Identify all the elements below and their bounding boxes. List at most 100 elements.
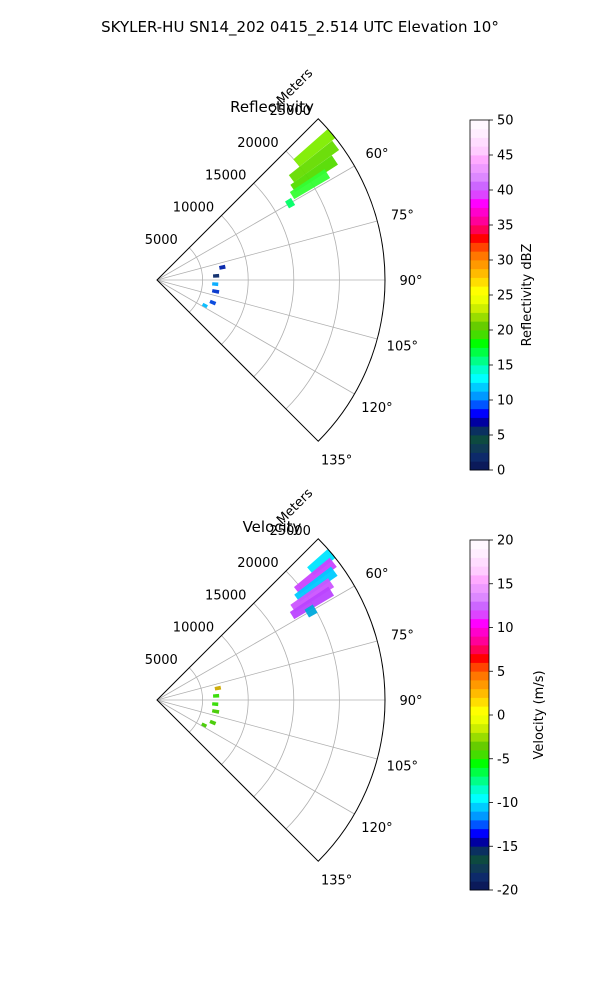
colorbar-swatch xyxy=(470,268,489,278)
range-tick-label: 25000 xyxy=(270,524,311,539)
colorbar-swatch xyxy=(470,172,489,182)
colorbar-swatch xyxy=(470,190,489,200)
colorbar-swatch xyxy=(470,793,489,803)
colorbar-swatch xyxy=(470,680,489,690)
angle-tick-label: 75° xyxy=(391,628,414,643)
colorbar-swatch xyxy=(470,365,489,375)
colorbar-swatch xyxy=(470,706,489,716)
echo-gate xyxy=(289,586,335,620)
colorbar-swatch xyxy=(470,163,489,173)
colorbar-swatch xyxy=(470,583,489,593)
echo-gate xyxy=(211,289,220,294)
colorbar-swatch xyxy=(470,155,489,165)
colorbar-tick-label: 15 xyxy=(497,577,514,592)
colorbar-swatch xyxy=(470,645,489,655)
azimuth-gridline xyxy=(156,279,378,340)
reflectivity-polar-plot: 60° 75° 90° 105° 120° 135° 5000 10000 15000 20000… xyxy=(145,66,423,469)
colorbar-swatch xyxy=(470,443,489,453)
colorbar-tick-label: -10 xyxy=(497,796,518,811)
colorbar-swatch xyxy=(470,347,489,357)
colorbar-swatch xyxy=(470,435,489,445)
angle-tick-label: 60° xyxy=(365,147,388,162)
colorbar-swatch xyxy=(470,653,489,663)
colorbar-swatch xyxy=(470,225,489,235)
colorbar-swatch xyxy=(470,592,489,602)
colorbar-swatch xyxy=(470,382,489,392)
colorbar-swatch xyxy=(470,636,489,646)
colorbar-swatch xyxy=(470,863,489,873)
colorbar-swatch xyxy=(470,373,489,383)
azimuth-gridline xyxy=(156,699,355,815)
echo-gate xyxy=(212,702,219,707)
colorbar-swatch xyxy=(470,356,489,366)
colorbar-tick-label: 50 xyxy=(497,114,514,129)
colorbar-swatch xyxy=(470,671,489,681)
range-tick-label: 15000 xyxy=(205,168,246,183)
colorbar-swatch xyxy=(470,575,489,585)
colorbar-swatch xyxy=(470,837,489,847)
colorbar-swatch xyxy=(470,548,489,558)
colorbar-swatch xyxy=(470,391,489,401)
velocity-colorbar-label: Velocity (m/s) xyxy=(532,670,547,759)
azimuth-gridline xyxy=(156,699,378,760)
colorbar-swatch xyxy=(470,767,489,777)
colorbar-swatch xyxy=(470,461,489,471)
colorbar-swatch xyxy=(470,785,489,795)
velocity-title: Velocity xyxy=(243,518,302,536)
colorbar-tick-label: 10 xyxy=(497,394,514,409)
colorbar-swatch xyxy=(470,242,489,252)
colorbar-swatch xyxy=(470,400,489,410)
azimuth-gridline xyxy=(156,165,355,281)
colorbar-swatch xyxy=(470,216,489,226)
echo-gate xyxy=(294,566,338,603)
colorbar-swatch xyxy=(470,618,489,628)
colorbar-swatch xyxy=(470,776,489,786)
echo-gate xyxy=(304,604,318,618)
colorbar-tick-label: 10 xyxy=(497,621,514,636)
echo-gate xyxy=(201,302,208,309)
colorbar-swatch xyxy=(470,233,489,243)
angle-tick-label: 90° xyxy=(399,694,422,709)
colorbar-swatch xyxy=(470,277,489,287)
colorbar-swatch xyxy=(470,610,489,620)
echo-gate xyxy=(289,169,331,200)
colorbar-tick-label: -20 xyxy=(497,884,518,899)
colorbar-tick-label: 30 xyxy=(497,254,514,269)
colorbar-swatch xyxy=(470,295,489,305)
colorbar-swatch xyxy=(470,137,489,147)
colorbar-swatch xyxy=(470,251,489,261)
echo-gate xyxy=(214,685,222,691)
colorbar-swatch xyxy=(470,557,489,567)
colorbar-swatch xyxy=(470,688,489,698)
range-tick-label: 10000 xyxy=(173,201,214,216)
echo-gate xyxy=(212,273,220,278)
reflectivity-colorbar: 0 5 10 15 20 25 30 35 40 45 50 xyxy=(469,114,514,479)
colorbar-tick-label: 5 xyxy=(497,429,505,444)
range-tick-label: 5000 xyxy=(145,233,178,248)
echo-gate xyxy=(212,693,220,698)
colorbar-swatch xyxy=(470,855,489,865)
colorbar-swatch xyxy=(470,715,489,725)
colorbar-swatch xyxy=(470,128,489,138)
colorbar-tick-label: 0 xyxy=(497,464,505,479)
range-tick-label: 20000 xyxy=(237,556,278,571)
angle-tick-label: 120° xyxy=(361,401,392,416)
velocity-polar-plot: 60° 75° 90° 105° 120° 135° 5000 10000 15000 20000… xyxy=(145,486,423,889)
velocity-colorbar: -20 -15 -10 -5 0 5 10 15 20 xyxy=(469,534,518,899)
velocity-panel: Velocity 60° 75° 90° 105° 120° 135° 5000 10000 1… xyxy=(145,486,547,899)
colorbar-tick-label: 0 xyxy=(497,709,505,724)
colorbar-swatch xyxy=(470,321,489,331)
range-tick-label: 25000 xyxy=(270,104,311,119)
range-tick-label: 20000 xyxy=(237,136,278,151)
azimuth-gridline xyxy=(156,640,378,701)
azimuth-gridline xyxy=(156,279,355,395)
sector-outline xyxy=(156,538,386,862)
colorbar-swatch xyxy=(470,732,489,742)
azimuth-gridline xyxy=(156,220,378,281)
colorbar-swatch xyxy=(470,820,489,830)
echo-gate xyxy=(211,709,220,714)
range-tick-label: 10000 xyxy=(173,621,214,636)
colorbar-tick-label: 45 xyxy=(497,149,514,164)
angle-tick-label: 105° xyxy=(387,760,418,775)
echo-gate xyxy=(209,719,217,726)
